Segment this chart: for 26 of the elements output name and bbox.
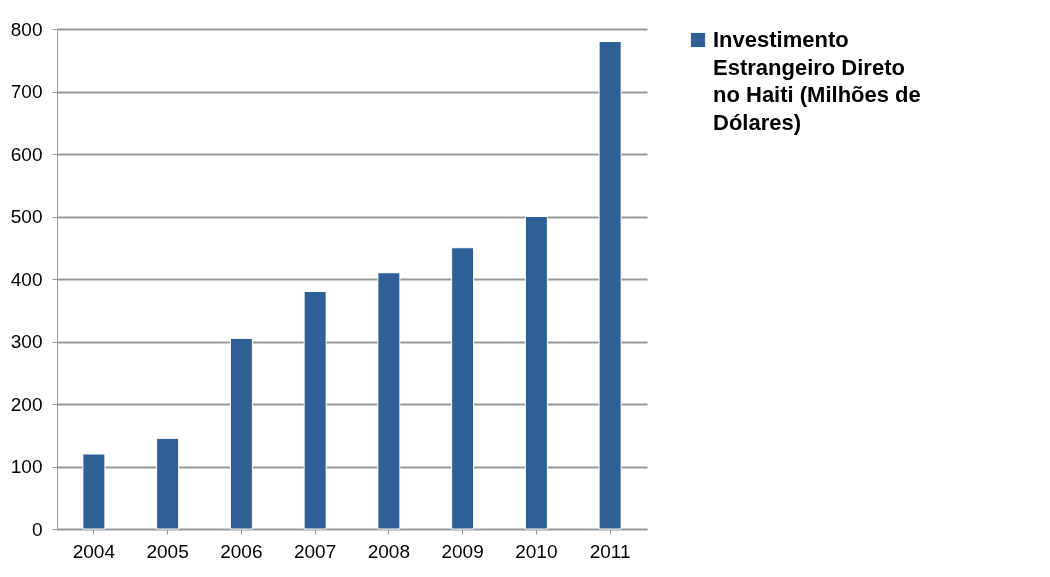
y-tick-label: 100	[10, 456, 43, 477]
y-tick-label: 200	[10, 393, 43, 415]
x-tick-label: 2008	[367, 540, 411, 562]
y-tick-label: 800	[10, 18, 43, 40]
y-tick-label: 400	[10, 268, 43, 290]
bar	[156, 437, 180, 530]
x-tick-label: 2010	[515, 540, 558, 562]
bar	[451, 247, 475, 530]
x-tick-label: 2006	[220, 540, 263, 562]
y-tick-label: 500	[10, 206, 43, 227]
y-tick-label: 700	[10, 81, 43, 102]
bar	[524, 216, 548, 530]
bar	[82, 453, 106, 530]
x-tick-label: 2007	[293, 540, 337, 562]
y-tick-label: 0	[31, 518, 43, 540]
x-tick-label: 2009	[441, 540, 484, 562]
y-tick-label: 300	[10, 331, 43, 352]
y-tick-label: 600	[10, 143, 43, 165]
x-tick-label: 2011	[589, 540, 631, 562]
x-tick-label: 2005	[146, 540, 189, 562]
bar	[598, 41, 622, 530]
x-tick-label: 2004	[72, 540, 116, 562]
bar	[229, 337, 253, 530]
bar	[377, 272, 401, 530]
legend-label: Investimento Estrangeiro Direto no Haiti (Milhões de Dólares)	[713, 27, 921, 135]
bar	[303, 291, 327, 530]
